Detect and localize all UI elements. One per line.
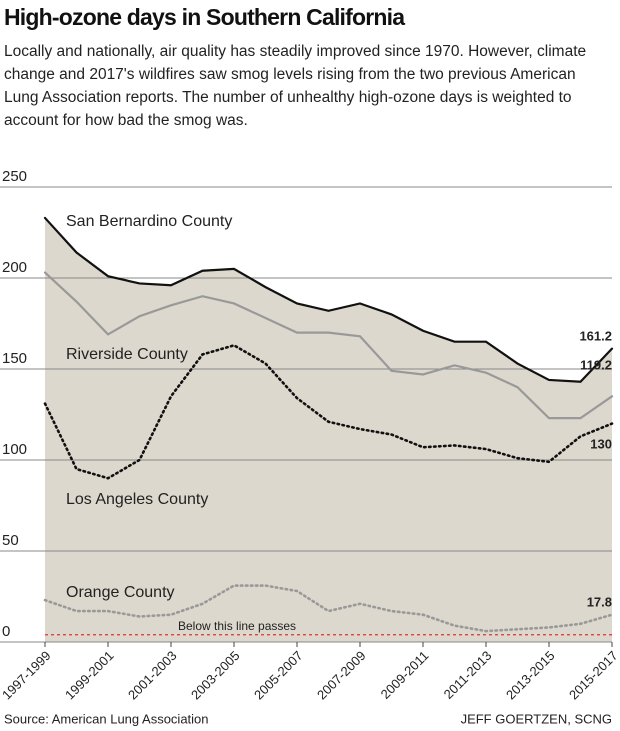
y-tick-label: 100: [2, 441, 27, 458]
x-tick-label: 2013-2015: [503, 648, 558, 703]
chart-title: High-ozone days in Southern California: [4, 4, 405, 30]
y-tick-label: 0: [2, 623, 10, 640]
x-tick-label: 2005-2007: [251, 648, 306, 703]
x-tick-label: 2003-2005: [188, 648, 243, 703]
annotation: 161.2: [579, 328, 612, 343]
annotation: 17.8: [587, 594, 612, 609]
series-label: Orange County: [66, 584, 175, 601]
x-tick-label: 2009-2011: [378, 648, 432, 702]
annotation: 130: [590, 436, 612, 451]
line: [43, 271, 614, 420]
line: [43, 343, 614, 480]
series-label: Riverside County: [66, 346, 188, 363]
y-tick-label: 250: [2, 168, 27, 185]
series-label: San Bernardino County: [66, 213, 232, 230]
x-tick-label: 1999-2001: [62, 648, 117, 703]
credit: JEFF GOERTZEN, SCNG: [461, 711, 612, 726]
y-tick-label: 150: [2, 350, 27, 367]
x-tick-label: 2001-2003: [125, 648, 180, 703]
series-label: Los Angeles County: [66, 491, 208, 508]
line: [43, 216, 614, 383]
area: [45, 217, 612, 642]
annotation: Below this line passes: [178, 619, 296, 633]
line: [43, 584, 614, 633]
y-tick-label: 200: [2, 259, 27, 276]
x-tick-label: 2011-2013: [441, 648, 495, 702]
x-tick-label: 2007-2009: [314, 648, 369, 703]
y-tick-label: 50: [2, 532, 19, 549]
x-tick-label: 2015-2017: [566, 648, 620, 703]
source: Source: American Lung Association: [4, 711, 209, 726]
chart-subtitle: Locally and nationally, air quality has …: [4, 43, 587, 129]
x-tick-label: 1997-1999: [0, 648, 54, 703]
annotation: 119.2: [580, 357, 612, 372]
